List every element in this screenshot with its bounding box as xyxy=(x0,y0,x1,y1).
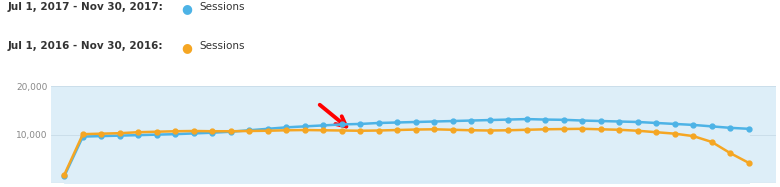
Text: Sessions: Sessions xyxy=(199,41,244,51)
Text: Jul 1, 2016 - Nov 30, 2016:: Jul 1, 2016 - Nov 30, 2016: xyxy=(8,41,163,51)
Text: ●: ● xyxy=(181,41,192,54)
Text: Sessions: Sessions xyxy=(199,2,244,12)
Text: ●: ● xyxy=(181,2,192,15)
Text: Jul 1, 2017 - Nov 30, 2017:: Jul 1, 2017 - Nov 30, 2017: xyxy=(8,2,164,12)
